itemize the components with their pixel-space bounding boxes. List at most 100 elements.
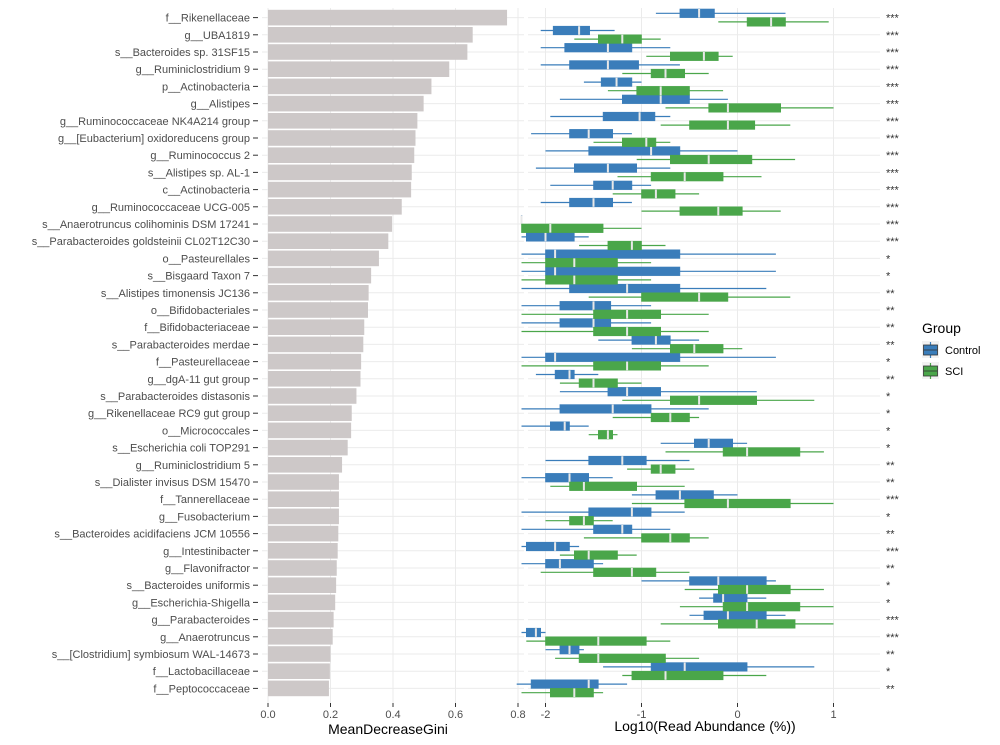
boxplot-box <box>545 275 618 285</box>
importance-bar <box>268 78 432 95</box>
boxplot-box <box>525 541 570 552</box>
boxplot-sci <box>559 550 637 560</box>
boxplot-box <box>650 68 685 79</box>
boxplot-box <box>597 430 613 440</box>
boxplot-box <box>669 344 724 354</box>
importance-bar <box>268 95 424 112</box>
category-label: s__Alistipes timonensis JC136 <box>101 288 250 300</box>
boxplot-box <box>607 387 662 397</box>
boxplot-sci <box>521 361 709 371</box>
category-label: s__Parabacteroides distasonis <box>100 391 250 403</box>
category-label: g__Ruminococcaceae NK4A214 group <box>60 116 250 128</box>
boxplot-box <box>545 249 681 259</box>
category-label: f__Peptococcaceae <box>153 683 250 695</box>
category-label: f__Rikenellaceae <box>166 13 250 25</box>
significance-label: ** <box>886 322 895 334</box>
boxplot-control <box>655 8 786 18</box>
boxplot-box <box>569 60 639 70</box>
boxplot-box <box>631 335 671 345</box>
importance-bar <box>268 164 412 181</box>
boxplot-control <box>521 473 613 483</box>
significance-label: ** <box>886 374 895 386</box>
boxplot-sci <box>684 584 824 595</box>
boxplot-sci <box>622 68 709 79</box>
boxplot-box <box>569 481 637 491</box>
boxplot-sci <box>622 395 815 405</box>
significance-label: * <box>886 580 891 592</box>
importance-bar <box>268 577 337 593</box>
boxplot-box <box>559 301 612 311</box>
importance-bar <box>268 336 364 353</box>
significance-label: ** <box>886 339 895 351</box>
boxplot-box <box>713 593 748 603</box>
boxplot-box <box>650 662 748 672</box>
boxplot-box <box>552 25 590 36</box>
boxplot-sci <box>521 688 604 698</box>
boxplot-control <box>540 60 680 70</box>
importance-bar <box>268 181 412 198</box>
significance-label: *** <box>886 236 900 248</box>
importance-bar <box>268 491 339 507</box>
boxplot-sci <box>660 619 834 629</box>
boxplot-box <box>684 498 791 509</box>
label-layer: f__Rikenellaceae g__UBA1819 s__Bacteroides… <box>32 13 258 695</box>
boxplot-box <box>569 129 614 139</box>
significance-label: *** <box>886 133 900 145</box>
boxplot-box <box>545 636 647 646</box>
significance-label: ** <box>886 305 895 317</box>
importance-bar <box>268 680 329 697</box>
boxplot-box <box>545 559 594 569</box>
category-label: o__Bifidobacteriales <box>151 305 251 317</box>
importance-bar <box>268 302 368 318</box>
legend-label-control: Control <box>945 345 980 357</box>
boxplot-box <box>722 602 801 612</box>
boxplot-box <box>650 464 676 474</box>
boxplot-box <box>669 51 719 61</box>
boxplot-sci <box>521 326 709 337</box>
importance-bar <box>268 113 418 129</box>
boxplot-box <box>569 197 614 208</box>
importance-bar <box>268 216 393 232</box>
importance-bar <box>268 371 361 387</box>
boxplot-control <box>521 283 767 294</box>
category-label: o__Pasteurellales <box>163 253 251 265</box>
box-x-axis-title: Log10(Read Abundance (%)) <box>614 718 795 734</box>
bar-x-tick-label: 0.6 <box>448 709 463 721</box>
boxplot-sci <box>612 412 700 423</box>
category-label: f__Bifidobacteriaceae <box>144 322 250 334</box>
significance-label: * <box>886 408 891 420</box>
category-label: s__Bacteroides sp. 31SF15 <box>115 47 250 59</box>
boxplot-sci <box>641 206 781 216</box>
box-x-tick-label: 1 <box>830 709 836 721</box>
bar-x-tick-label: 0.4 <box>385 709 400 721</box>
importance-bar <box>268 508 339 525</box>
legend-label-sci: SCI <box>945 366 963 378</box>
boxplot-box <box>641 189 676 199</box>
boxplot-box <box>689 576 767 586</box>
category-label: g__Alistipes <box>191 99 251 111</box>
importance-bar <box>268 560 337 576</box>
category-label: f__Lactobacillaceae <box>153 666 250 678</box>
boxplot-control <box>559 387 757 397</box>
box-x-tick-label: 0 <box>734 709 740 721</box>
boxplot-box <box>717 584 791 595</box>
boxplot-control <box>531 129 632 139</box>
importance-bar <box>268 525 339 542</box>
boxplot-control <box>540 25 615 36</box>
significance-label: ** <box>886 477 895 489</box>
boxplot-control <box>521 559 604 569</box>
boxplot-box <box>573 550 618 560</box>
significance-label: *** <box>886 150 900 162</box>
boxplot-control <box>660 438 748 448</box>
category-label: s__[Clostridium] symbiosum WAL-14673 <box>52 649 250 661</box>
category-label: f__Tannerellaceae <box>160 494 250 506</box>
significance-label: * <box>886 425 891 437</box>
boxplot-box <box>569 516 594 526</box>
legend: Group Control SCI <box>922 320 980 379</box>
category-label: g__Ruminococcus 2 <box>150 150 250 162</box>
boxplot-box <box>545 473 590 483</box>
boxplot-box <box>559 404 652 414</box>
boxplot-sci <box>526 636 671 646</box>
box-x-tick-label: -1 <box>637 709 647 721</box>
